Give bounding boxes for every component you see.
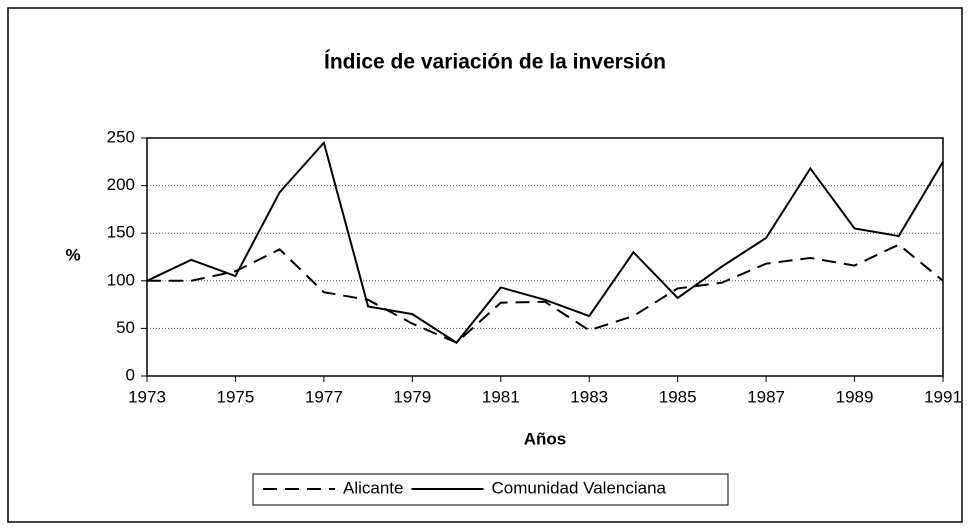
- legend-label: Alicante: [343, 478, 403, 497]
- x-tick-label: 1979: [393, 387, 431, 406]
- x-tick-label: 1975: [217, 387, 255, 406]
- y-tick-label: 200: [107, 175, 135, 194]
- plot-frame: [146, 137, 944, 377]
- y-tick-label: 50: [116, 318, 135, 337]
- y-tick-label: 100: [107, 270, 135, 289]
- series-line: [147, 243, 944, 344]
- x-tick-label: 1981: [482, 387, 520, 406]
- x-tick-label: 1973: [128, 387, 166, 406]
- y-axis-label: %: [65, 245, 80, 264]
- x-tick-label: 1977: [305, 387, 343, 406]
- chart-title: Índice de variación de la inversión: [324, 51, 666, 74]
- legend-label: Comunidad Valenciana: [491, 478, 666, 497]
- y-tick-label: 150: [107, 223, 135, 242]
- x-tick-label: 1987: [747, 387, 785, 406]
- chart-border: [7, 7, 963, 523]
- y-tick-label: 0: [126, 365, 135, 384]
- x-tick-label: 1983: [570, 387, 608, 406]
- series-line: [146, 140, 944, 345]
- x-tick-label: 1985: [659, 387, 697, 406]
- x-axis-label: Años: [524, 429, 567, 448]
- y-tick-label: 250: [107, 127, 135, 146]
- x-tick-label: 1989: [836, 387, 874, 406]
- x-tick-label: 1991: [924, 387, 962, 406]
